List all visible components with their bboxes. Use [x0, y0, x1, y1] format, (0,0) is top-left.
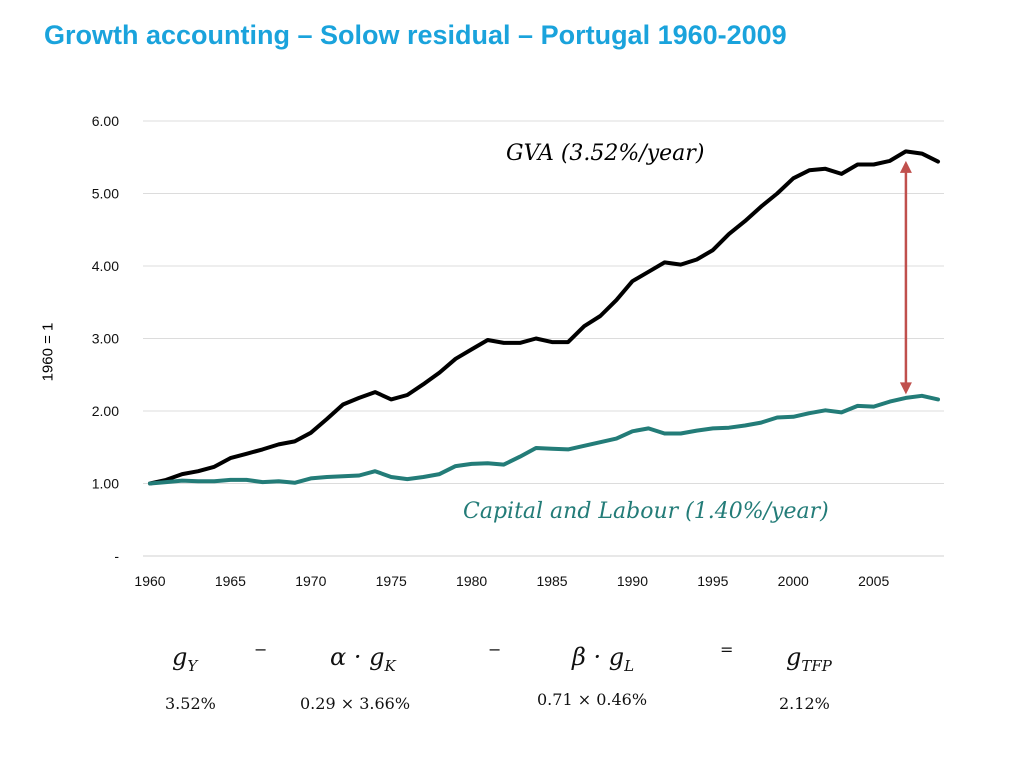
eq-term-beta-gl: β · gL: [572, 643, 635, 675]
x-tick-label: 1985: [536, 573, 567, 589]
y-tick-labels: - 1.00 2.00 3.00 4.00 5.00 6.00: [92, 113, 120, 564]
x-tick-label: 2000: [778, 573, 809, 589]
arrow-head-bottom: [899, 382, 912, 395]
x-tick-label: 1995: [697, 573, 728, 589]
eq-op-minus-2: −: [488, 640, 502, 659]
series-label-capital-labour: Capital and Labour (1.40%/year): [463, 499, 829, 524]
series-line-capital-labour: [148, 393, 940, 486]
y-tick-label: 2.00: [92, 403, 119, 419]
eq-value-alpha-gk: 0.29 × 3.66%: [300, 694, 411, 713]
x-tick-label: 1960: [134, 573, 165, 589]
eq-value-gtfp: 2.12%: [779, 694, 830, 713]
eq-term-gtfp: gTFP: [786, 643, 832, 675]
series-line-gva: [148, 149, 940, 486]
eq-op-equals: =: [720, 640, 734, 659]
x-tick-label: 1970: [295, 573, 326, 589]
x-tick-label: 1990: [617, 573, 648, 589]
eq-value-beta-gl: 0.71 × 0.46%: [537, 690, 648, 709]
x-tick-labels: 1960 1965 1970 1975 1980 1985 1990 1995 2000 2005: [134, 573, 889, 589]
eq-term-alpha-gk: α · gK: [330, 643, 396, 675]
eq-op-minus-1: −: [254, 640, 268, 659]
arrow-head-top: [899, 160, 912, 173]
y-tick-label: 1.00: [92, 476, 119, 492]
gap-arrow: [899, 160, 912, 395]
series-label-gva: GVA (3.52%/year): [506, 141, 704, 166]
eq-term-gy: gY: [172, 643, 198, 675]
chart: -1.002.003.004.005.006.00 1960 1965 1970 19…: [92, 113, 944, 589]
x-tick-label: 1980: [456, 573, 487, 589]
series-labels: GVA (3.52%/year) Capital and Labour (1.40…: [463, 141, 829, 524]
y-tick-label: 4.00: [92, 258, 119, 274]
x-tick-label: 2005: [858, 573, 889, 589]
series-lines: [148, 149, 940, 486]
y-tick-label: 5.00: [92, 186, 119, 202]
gridlines: [143, 120, 944, 557]
y-tick-label: 3.00: [92, 331, 119, 347]
x-tick-label: 1965: [215, 573, 246, 589]
eq-value-gy: 3.52%: [165, 694, 216, 713]
y-tick-label: -: [114, 548, 119, 564]
y-tick-label: 6.00: [92, 113, 119, 129]
x-tick-label: 1975: [376, 573, 407, 589]
slide-title: Growth accounting – Solow residual – Por…: [44, 20, 787, 50]
